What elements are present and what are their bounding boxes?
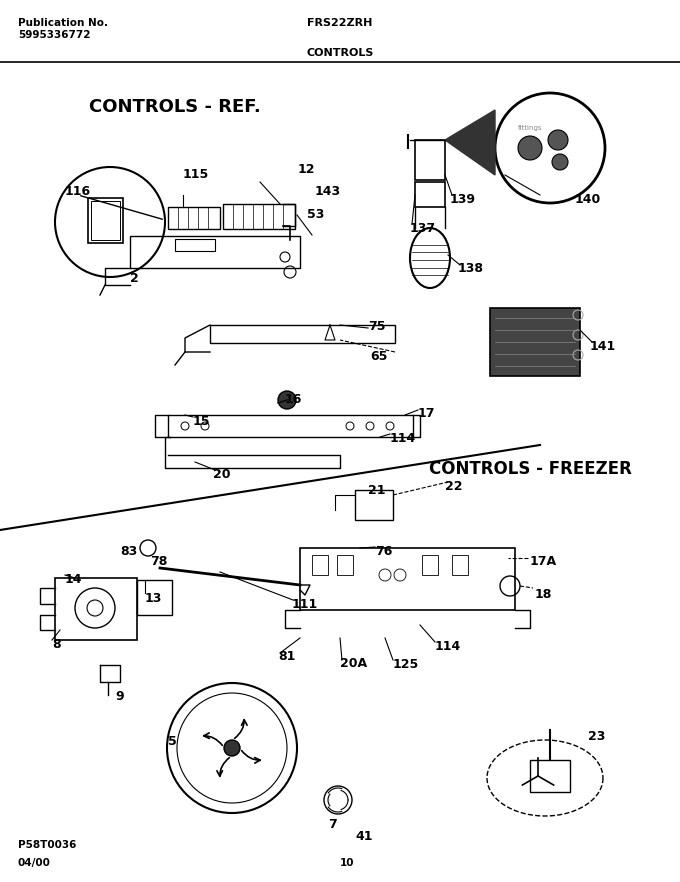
Circle shape	[548, 130, 568, 150]
Text: 22: 22	[445, 480, 462, 493]
Text: 2: 2	[130, 272, 139, 285]
Text: 23: 23	[588, 730, 605, 743]
Text: 143: 143	[315, 185, 341, 198]
Bar	[55, 578, 137, 640]
Text: 14: 14	[65, 573, 82, 586]
Text: 20A: 20A	[340, 657, 367, 670]
Text: 12: 12	[298, 163, 316, 176]
Bar	[337, 555, 353, 575]
Text: 138: 138	[458, 262, 484, 275]
Text: 141: 141	[590, 340, 616, 353]
Text: 139: 139	[450, 193, 476, 206]
Text: 16: 16	[285, 393, 303, 406]
Bar	[130, 236, 300, 268]
Text: CONTROLS - FREEZER: CONTROLS - FREEZER	[428, 460, 632, 478]
Bar	[415, 140, 445, 180]
Bar	[168, 207, 220, 229]
Bar	[300, 548, 515, 610]
Text: 5: 5	[168, 735, 177, 748]
Text: 111: 111	[292, 598, 318, 611]
Bar	[312, 555, 328, 575]
Text: 7: 7	[328, 818, 337, 831]
Text: 116: 116	[65, 185, 91, 198]
Text: 75: 75	[368, 320, 386, 333]
Text: 125: 125	[393, 658, 420, 671]
Circle shape	[518, 136, 542, 160]
Text: 65: 65	[370, 350, 388, 363]
Bar	[175, 239, 215, 251]
Text: 81: 81	[278, 650, 295, 663]
Bar	[91, 201, 120, 240]
Text: FRS22ZRH: FRS22ZRH	[307, 18, 373, 28]
Text: 10: 10	[340, 858, 354, 868]
Bar	[223, 204, 295, 229]
Text: P58T0036: P58T0036	[18, 840, 76, 850]
Text: 20: 20	[213, 468, 231, 481]
Text: CONTROLS - REF.: CONTROLS - REF.	[89, 98, 261, 116]
Text: 17A: 17A	[530, 555, 557, 568]
Text: 114: 114	[390, 432, 416, 445]
Text: 137: 137	[410, 222, 436, 235]
Circle shape	[552, 154, 568, 170]
Text: 5995336772: 5995336772	[18, 30, 90, 40]
Text: 8: 8	[52, 638, 61, 651]
Text: 15: 15	[193, 415, 211, 428]
Text: 9: 9	[115, 690, 124, 703]
Bar	[422, 555, 438, 575]
Text: 04/00: 04/00	[18, 858, 51, 868]
Text: 18: 18	[535, 588, 552, 601]
Text: 115: 115	[183, 168, 209, 181]
Text: 53: 53	[307, 208, 324, 221]
Text: 76: 76	[375, 545, 392, 558]
Text: fittings: fittings	[517, 125, 542, 131]
Bar	[210, 325, 395, 343]
Bar	[355, 490, 393, 520]
Text: 83: 83	[120, 545, 137, 558]
Bar	[137, 580, 172, 615]
Text: 13: 13	[145, 592, 163, 605]
FancyBboxPatch shape	[490, 308, 580, 376]
Text: Publication No.: Publication No.	[18, 18, 108, 28]
Bar	[88, 198, 123, 243]
Bar	[452, 555, 468, 575]
Circle shape	[278, 391, 296, 409]
Text: 114: 114	[435, 640, 461, 653]
Bar	[168, 415, 413, 437]
Text: 21: 21	[368, 484, 386, 497]
Text: 78: 78	[150, 555, 167, 568]
Circle shape	[224, 740, 240, 756]
Text: 140: 140	[575, 193, 601, 206]
Bar	[415, 182, 445, 207]
Text: 41: 41	[355, 830, 373, 843]
Bar	[530, 760, 570, 792]
Text: 17: 17	[418, 407, 435, 420]
Text: CONTROLS: CONTROLS	[306, 48, 374, 58]
Polygon shape	[445, 110, 495, 175]
